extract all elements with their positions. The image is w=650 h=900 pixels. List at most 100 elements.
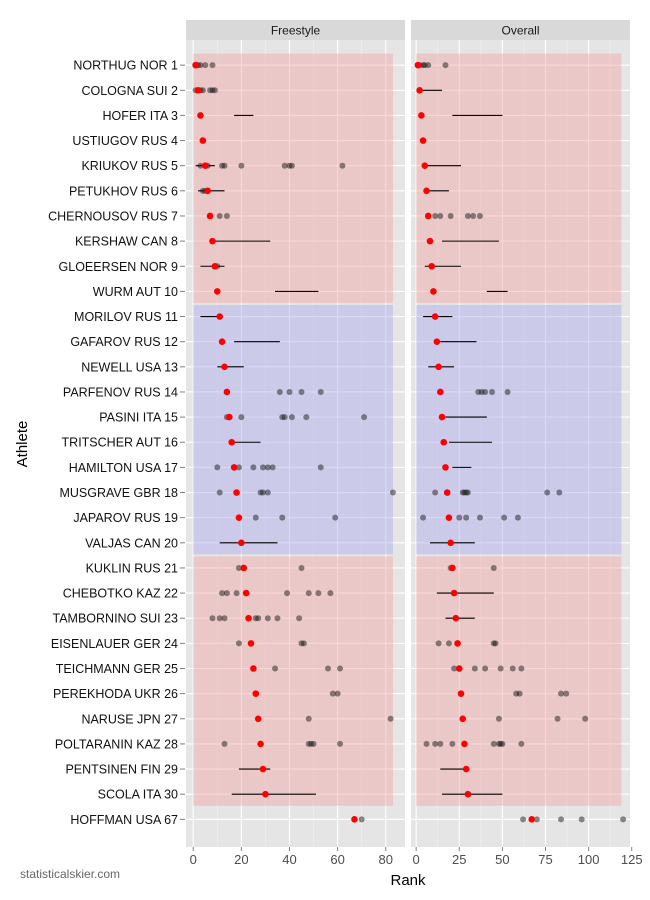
race-result-point [432, 489, 439, 496]
athlete-rank-point [462, 765, 470, 773]
race-result-point [317, 464, 324, 471]
athlete-rank-point [461, 740, 468, 748]
athlete-rank-point [257, 740, 264, 748]
y-tick-label: NORTHUG NOR 1 [73, 59, 178, 73]
race-result-point [563, 690, 570, 697]
athlete-rank-point [247, 640, 255, 647]
athlete-rank-point [433, 338, 441, 345]
race-result-point [582, 715, 589, 722]
race-result-point [238, 414, 245, 421]
y-tick-label: PEREKHODA UKR 26 [53, 687, 178, 701]
y-tick-label: SCOLA ITA 30 [98, 788, 178, 802]
athlete-rank-point [437, 388, 444, 396]
race-result-point [471, 665, 478, 672]
y-tick-label: CHERNOUSOV RUS 7 [48, 209, 178, 223]
race-result-point [425, 62, 432, 69]
race-result-point [516, 690, 523, 697]
athlete-rank-point [242, 589, 250, 597]
race-result-point [476, 514, 483, 521]
athlete-rank-point [204, 187, 211, 195]
athlete-rank-point [428, 262, 435, 270]
athlete-rank-point [414, 61, 422, 69]
group-band [193, 556, 393, 806]
race-result-point [300, 640, 307, 647]
athlete-rank-point [233, 489, 240, 496]
athlete-rank-point [457, 690, 465, 697]
athlete-rank-point [259, 765, 267, 773]
race-result-point [216, 212, 223, 219]
facet-strip-label: Freestyle [271, 24, 321, 38]
race-result-point [518, 665, 525, 672]
race-result-point [197, 162, 204, 169]
athlete-rank-point [442, 464, 449, 471]
race-result-point [445, 640, 452, 647]
y-tick-label: EISENLAUER GER 24 [51, 637, 178, 651]
race-result-point [216, 489, 223, 496]
athlete-rank-point [449, 564, 456, 572]
athlete-rank-point [252, 690, 260, 697]
race-result-point [209, 62, 216, 69]
race-result-point [437, 212, 444, 219]
race-result-point [329, 690, 336, 697]
athlete-rank-point [528, 816, 536, 823]
athlete-rank-point [440, 438, 448, 446]
y-axis-title: Athlete [14, 421, 31, 468]
race-result-point [238, 162, 245, 169]
group-band [416, 556, 622, 806]
race-result-point [235, 564, 242, 571]
race-result-point [558, 690, 565, 697]
x-tick-label: 0 [190, 852, 197, 867]
y-tick-label: MUSGRAVE GBR 18 [59, 486, 178, 500]
race-result-point [264, 464, 271, 471]
y-tick-label: PASINI ITA 15 [99, 411, 178, 425]
race-result-point [284, 590, 291, 597]
race-result-point [435, 640, 442, 647]
race-result-point [578, 816, 585, 823]
race-result-point [305, 715, 312, 722]
race-result-point [211, 87, 218, 94]
race-result-point [476, 212, 483, 219]
y-tick-label: KRIUKOV RUS 5 [81, 159, 178, 173]
race-result-point [286, 388, 293, 395]
athlete-rank-point [430, 288, 437, 295]
race-result-point [214, 464, 221, 471]
race-result-point [260, 489, 267, 496]
athlete-rank-point [455, 665, 463, 672]
race-result-point [276, 388, 283, 395]
race-result-point [279, 514, 286, 521]
athlete-rank-point [435, 363, 442, 371]
athlete-rank-point [245, 614, 252, 622]
athlete-rank-point [216, 313, 223, 320]
x-tick-label: 50 [495, 852, 509, 867]
panel-background [411, 40, 630, 847]
race-result-point [389, 489, 396, 496]
race-result-point [332, 514, 339, 521]
race-result-point [361, 414, 368, 421]
athlete-rank-point [194, 86, 202, 94]
race-result-point [544, 489, 551, 496]
race-result-point [497, 665, 504, 672]
y-tick-label: TRITSCHER AUT 16 [62, 436, 179, 450]
athlete-rank-point [201, 162, 209, 170]
race-result-point [463, 514, 470, 521]
athlete-rank-point [230, 464, 238, 471]
athlete-rank-point [426, 237, 434, 245]
athlete-rank-point [199, 137, 207, 144]
x-tick-label: 40 [282, 852, 296, 867]
y-tick-label: PENTSINEN FIN 29 [65, 763, 178, 777]
race-result-point [432, 212, 439, 219]
race-result-point [274, 615, 281, 622]
race-result-point [504, 388, 511, 395]
race-result-point [219, 590, 226, 597]
y-tick-label: GAFAROV RUS 12 [70, 335, 178, 349]
y-tick-label: HOFER ITA 3 [103, 109, 179, 123]
race-result-point [324, 665, 331, 672]
y-tick-label: WURM AUT 10 [93, 285, 178, 299]
race-result-point [197, 62, 204, 69]
x-tick-label: 125 [621, 852, 643, 867]
panel-freestyle: Freestyle 0 20 40 60 80 [186, 20, 405, 867]
race-result-point [554, 715, 561, 722]
x-tick-label: 80 [379, 852, 393, 867]
y-tick-label: JAPAROV RUS 19 [73, 511, 178, 525]
